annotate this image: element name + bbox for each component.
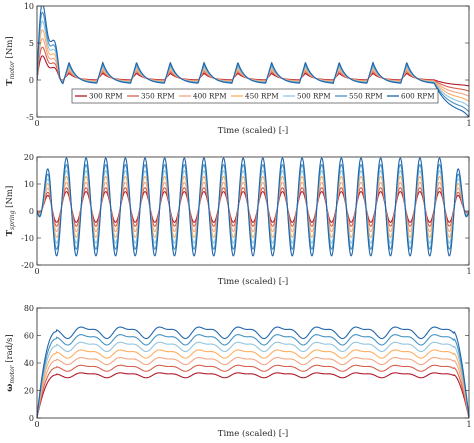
motor-speed-y-tick-label: 0 [29,414,34,423]
motor-speed-y-tick-label: 20 [24,386,34,395]
spring-torque-y-tick-label: 20 [24,153,34,162]
motor-speed-x-label: Time (scaled) [-] [218,428,288,439]
spring-torque-y-label: Tspring [Nm] [5,186,16,237]
motor-speed-y-tick-label: 60 [24,331,34,340]
motor-torque-series-group [37,6,469,117]
spring-torque-y-tick-label: -20 [21,261,34,270]
motor-torque-axes-frame [36,5,470,118]
motor-speed-series-450-rpm [37,349,469,418]
legend-label: 600 RPM [401,92,435,101]
motor-torque-y-tick-label: 10 [24,2,34,11]
motor-speed-series-350-rpm [37,364,469,418]
spring-torque-x-label: Time (scaled) [-] [218,276,288,287]
legend-label: 400 RPM [193,92,227,101]
motor-speed-y-label: ωmotor [rad/s] [5,334,16,391]
motor-speed-y-tick-label: 40 [24,359,34,368]
motor-speed-x-tick-label: 0 [34,420,39,429]
legend-label: 500 RPM [297,92,331,101]
legend-box [71,88,439,104]
motor-torque-x-tick-label: 0 [34,119,39,128]
spring-torque-y-tick-label: 0 [29,207,34,216]
motor-speed-series-500-rpm [37,341,469,418]
spring-torque-series-group [37,157,469,257]
spring-torque-x-tick-label: 0 [34,267,39,276]
spring-torque-y-tick-label: 10 [24,180,34,189]
motor-speed-series-550-rpm [37,334,469,418]
spring-torque-x-tick-label: 1 [466,267,471,276]
legend-label: 450 RPM [245,92,279,101]
motor-speed-series-600-rpm [37,326,469,418]
motor-torque-y-tick-label: -5 [26,113,34,122]
motor-torque-y-label: Tmotor [Nm] [5,36,16,85]
motor-speed-series-300-rpm [37,372,469,418]
spring-torque-y-tick-label: -10 [21,234,34,243]
legend-label: 550 RPM [349,92,383,101]
spring-torque-axes: -20 -10 0 10 20 0 1 Time (scaled) [-] Tspring … [5,153,472,287]
motor-speed-axes: 0 20 40 60 80 0 1 Time (scaled) [-] ωmotor [ra… [5,304,472,439]
motor-torque-x-tick-label: 1 [466,119,471,128]
spring-torque-series-600-rpm [37,157,469,257]
motor-speed-series-group [37,326,469,418]
legend: 300 RPM 350 RPM 400 RPM 450 RPM 500 RPM 550 R… [71,88,439,104]
motor-speed-series-400-rpm [37,357,469,418]
spring-torque-series-550-rpm [37,164,469,250]
motor-speed-y-tick-label: 80 [24,304,34,313]
spring-torque-series-500-rpm [37,170,469,244]
motor-torque-x-label: Time (scaled) [-] [218,125,288,136]
legend-label: 350 RPM [141,92,175,101]
spring-torque-ticks: -20 -10 0 10 20 0 1 [21,153,471,276]
motor-speed-x-tick-label: 1 [466,420,471,429]
legend-label: 300 RPM [89,92,123,101]
motor-torque-series-600-rpm [37,6,469,117]
motor-torque-y-tick-label: 0 [29,76,34,85]
motor-torque-y-tick-label: 5 [29,39,34,48]
motor-speed-ticks: 0 20 40 60 80 0 1 [24,304,472,429]
